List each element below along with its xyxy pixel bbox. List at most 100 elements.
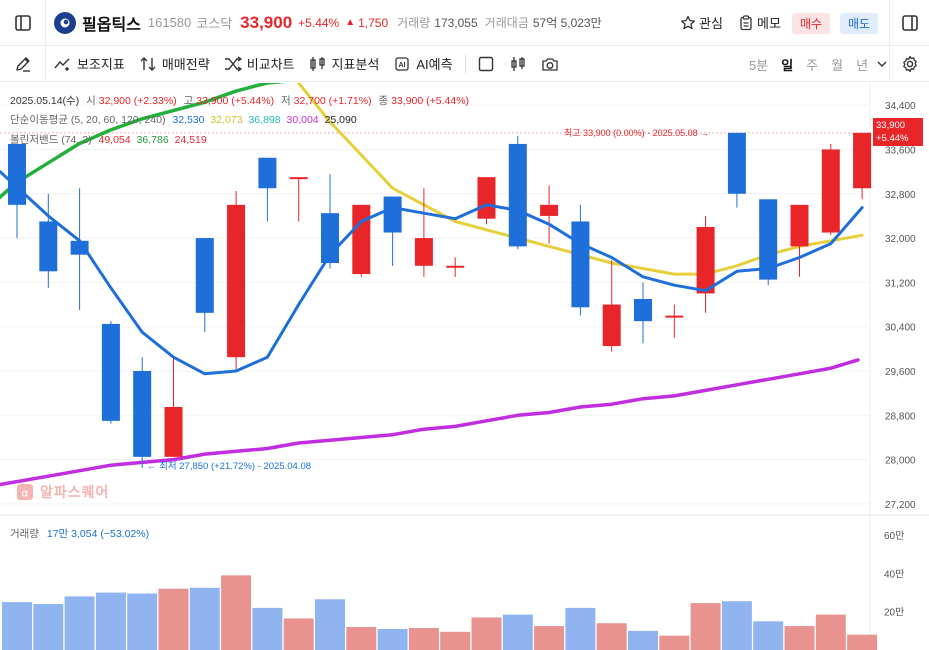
amount-label: 거래대금 [484, 16, 529, 30]
price-tick-label: 29,600 [885, 367, 916, 378]
company-logo [54, 11, 76, 34]
open-value: 32,900 (+2.33%) [98, 95, 177, 107]
candlestick-icon [510, 56, 525, 71]
candlesticks [8, 132, 872, 468]
indicator-analysis-button[interactable]: 지표분석 [309, 46, 379, 82]
candles-icon [309, 56, 325, 71]
period-month[interactable]: 월 [831, 57, 844, 73]
chart-type-button[interactable] [508, 54, 528, 74]
ma5-value: 32,530 [172, 114, 205, 126]
svg-text:α: α [21, 487, 28, 500]
volume-bars [2, 575, 878, 650]
ma120-value: 30,004 [286, 114, 319, 126]
ai-prediction-label: AI예측 [416, 57, 453, 72]
indicator-label: 보조지표 [77, 57, 125, 72]
chevron-down-icon[interactable] [876, 58, 888, 70]
candle-up [289, 177, 308, 180]
price-tick-label: 27,200 [885, 500, 916, 511]
candle-up [227, 204, 246, 358]
sell-button[interactable]: 매도 [840, 13, 879, 34]
sidebar-panel-icon [14, 14, 31, 31]
price-tick-label: 30,400 [885, 323, 916, 334]
volume-bar-up [408, 627, 439, 650]
candle-down [39, 221, 58, 272]
candle-down [70, 240, 89, 255]
candle-up [352, 204, 371, 275]
volume-bar-down [252, 607, 283, 650]
price-tick-label: 28,000 [885, 456, 916, 467]
camera-icon [541, 57, 558, 71]
price-axis: 34,400 33,600 32,800 32,000 31,200 30,400 29,6… [885, 101, 916, 511]
candle-down [727, 132, 746, 194]
buy-button[interactable]: 매수 [792, 13, 831, 34]
candle-up [477, 177, 496, 219]
compare-chart-label: 비교차트 [246, 57, 295, 72]
screenshot-button[interactable] [540, 54, 560, 74]
bb-legend: 볼린저밴드 (74, 2) 49,054 36,786 24,519 [10, 132, 207, 147]
period-year[interactable]: 년 [856, 57, 869, 73]
settings-button[interactable] [889, 46, 929, 82]
volume-bar-down [64, 596, 95, 650]
ma-legend-label: 단순이동평균 (5, 20, 60, 120, 240) [10, 114, 166, 126]
period-week[interactable]: 주 [806, 57, 819, 73]
period-selector: 5분 일 주 월 년 [749, 46, 888, 82]
volume-legend-label: 거래량 [10, 528, 39, 540]
indicator-button[interactable]: 보조지표 [54, 46, 125, 82]
toolbar-divider [464, 54, 466, 73]
gear-icon [902, 55, 917, 73]
volume-label: 거래량 [397, 16, 431, 30]
ma60-value: 36,898 [248, 114, 281, 126]
period-day[interactable]: 일 [781, 57, 794, 73]
candle-down [383, 196, 402, 233]
bb-legend-label: 볼린저밴드 (74, 2) [10, 134, 92, 146]
last-price-tag: 33,900 +5.44% [873, 118, 923, 146]
candle-up [414, 238, 433, 266]
star-icon [680, 15, 696, 29]
compare-chart-button[interactable]: 비교차트 [224, 46, 295, 82]
candle-up [665, 315, 684, 318]
price-chart[interactable]: 34,400 33,600 32,800 32,000 31,200 30,400 29,6… [0, 83, 929, 650]
pencil-icon [15, 56, 30, 72]
candle-down [258, 157, 277, 189]
volume-tick-label: 40만 [884, 568, 904, 580]
favorite-button[interactable]: 관심 [680, 13, 723, 32]
volume-bar-down [628, 630, 658, 650]
volume-bar-up [815, 614, 846, 650]
volume-tick-label: 60만 [884, 530, 904, 542]
candle-down [508, 143, 527, 247]
volume-bar-up [283, 618, 314, 650]
price-tick-label: 33,600 [885, 145, 916, 156]
bb-upper-value: 49,054 [98, 134, 131, 146]
arrow-right-icon: → [697, 128, 710, 138]
last-price-percent: +5.44% [876, 133, 909, 144]
layout-button[interactable] [476, 54, 496, 74]
alphasquare-logo-icon: α [17, 484, 33, 500]
volume-bar-up [596, 623, 627, 650]
right-panel-icon [901, 15, 918, 31]
strategy-button[interactable]: 매매전략 [139, 46, 210, 82]
low-annotation: ← 최저 27,850 (+21.72%) - 2025.04.08 [147, 458, 311, 472]
volume-bar-up [784, 626, 815, 650]
candle-up [790, 204, 809, 247]
price-tick-label: 28,800 [885, 411, 916, 422]
ma5-line [0, 170, 864, 376]
price-tick-label: 32,000 [885, 234, 916, 245]
memo-label: 메모 [757, 16, 781, 31]
stock-header: 필옵틱스 161580 코스닥 33,900 +5.44% ▲ 1,750 거래… [0, 0, 929, 46]
up-arrow-icon: ▲ [345, 17, 356, 28]
memo-button[interactable]: 메모 [738, 13, 781, 32]
candle-down [101, 323, 120, 421]
period-5min[interactable]: 5분 [749, 57, 769, 73]
volume-legend-value: 17만 3,054 (−53.02%) [46, 528, 150, 540]
volume-bar-down [33, 604, 64, 650]
bollinger-mid-path [0, 83, 287, 200]
price-tick-label: 34,400 [885, 101, 916, 112]
arrow-left-icon: ← [147, 461, 160, 472]
sidebar-toggle-button[interactable] [0, 0, 46, 46]
right-panel-toggle-button[interactable] [889, 0, 929, 46]
ai-prediction-button[interactable]: AI AI예측 [393, 46, 453, 82]
drawing-tool-button[interactable] [0, 45, 46, 82]
volume-bar-up [158, 588, 189, 650]
stock-market: 코스닥 [196, 16, 233, 31]
price-grid [0, 83, 929, 650]
